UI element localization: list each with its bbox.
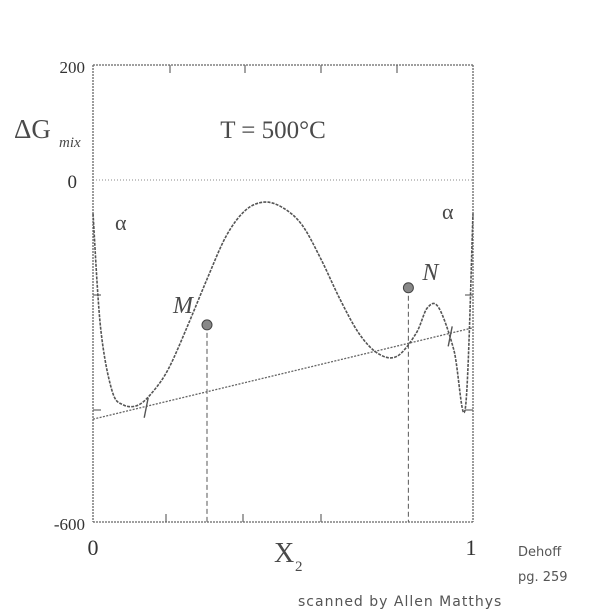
source-credit-line2: pg. 259 [518,570,568,585]
source-credit-line1: Dehoff [518,545,562,560]
y-axis-label: ΔG mix [14,114,81,151]
tangent-point-mark [447,326,453,347]
tick-marks [93,65,473,522]
y-tick-label-neg600: -600 [54,515,85,534]
y-axis-label-main: ΔG [14,114,51,144]
x-axis-label: X 2 [274,538,303,575]
common-tangent-line [92,327,474,420]
plot-frame [92,64,474,523]
drop-lines [206,287,409,522]
point-marker-m [201,319,213,331]
x-tick-label-0: 0 [88,535,99,560]
y-tick-label-200: 200 [60,58,86,77]
x-tick-label-1: 1 [466,535,477,560]
x-axis-label-main: X [274,538,294,569]
point-label-n: N [421,260,440,286]
marked-points: MN [172,260,440,331]
point-label-m: M [172,293,195,319]
scan-credit: scanned by Allen Matthys [298,594,502,610]
y-tick-label-0: 0 [68,172,78,193]
free-energy-curve [92,201,474,414]
point-marker-n [402,282,414,294]
chart-title: T = 500°C [220,117,326,144]
phase-label-right: α [442,199,454,224]
x-axis-label-sub: 2 [295,559,303,575]
tangent-point-mark [143,397,149,418]
y-axis-label-sub: mix [59,135,81,151]
phase-label-left: α [115,210,127,235]
tangent-points [143,326,453,418]
